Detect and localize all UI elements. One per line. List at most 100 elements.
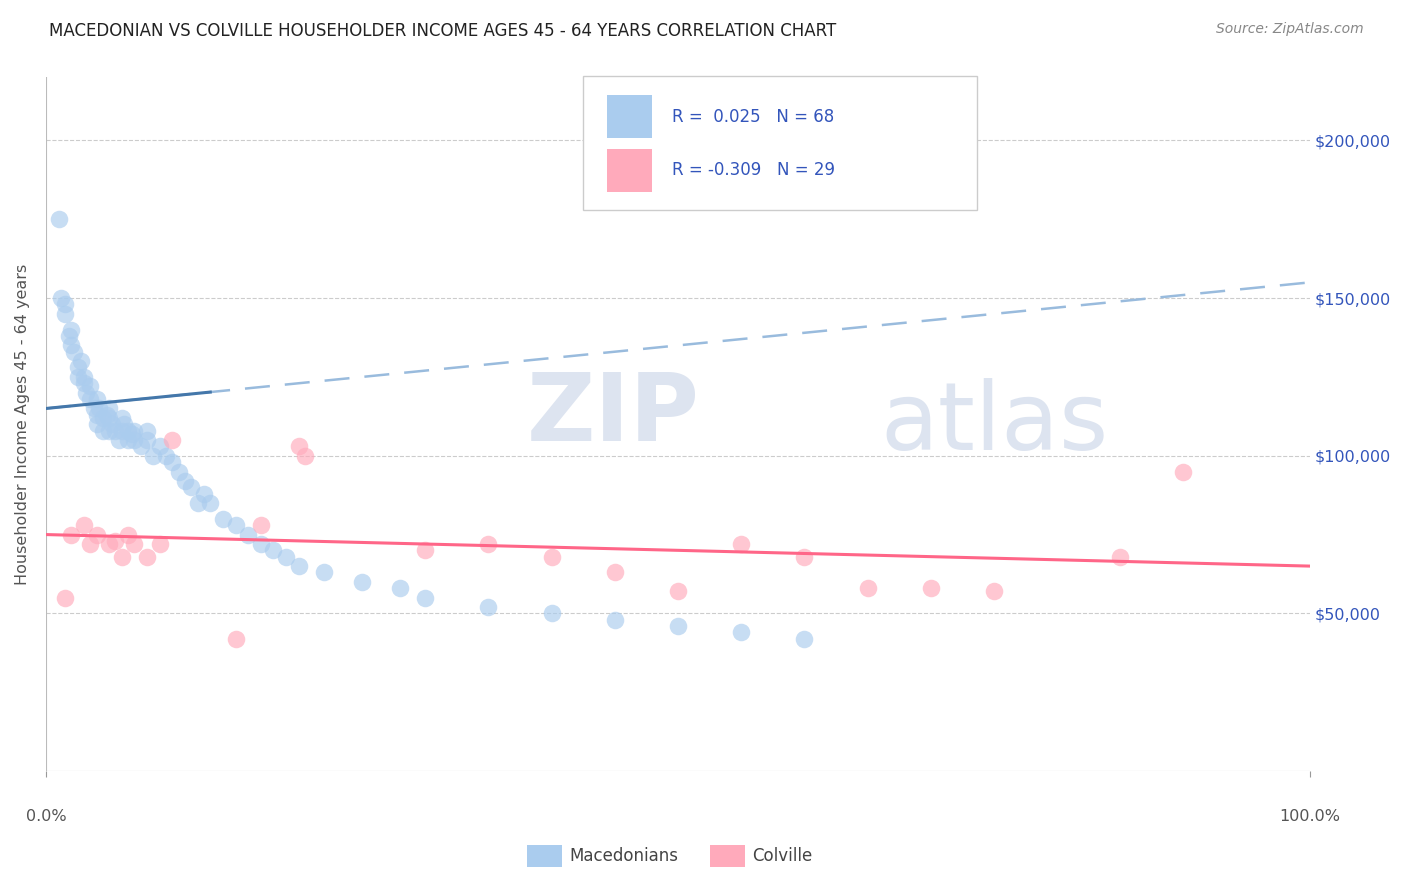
Point [66,360,89,375]
Point [73,370,96,384]
Point [793,632,815,646]
Point [250,518,273,533]
Point [117,424,139,438]
Point [174,474,197,488]
Point [238,527,260,541]
Point [86,417,108,432]
Point [104,424,127,438]
Point [121,426,143,441]
Point [124,433,146,447]
Point [856,581,879,595]
Y-axis label: Householder Income Ages 45 - 64 years: Householder Income Ages 45 - 64 years [15,264,30,585]
Point [73,376,96,391]
Point [294,449,316,463]
Point [983,584,1005,599]
Point [70,354,93,368]
Point [212,512,235,526]
Text: Macedonians: Macedonians [569,847,679,865]
Point [263,543,285,558]
Point [60,527,83,541]
Point [91,424,114,438]
Point [287,439,309,453]
Point [53,591,76,605]
Point [540,549,562,564]
Point [75,385,97,400]
Point [200,496,222,510]
Point [112,417,135,432]
Point [124,424,146,438]
Point [49,291,72,305]
Point [60,338,83,352]
Text: MACEDONIAN VS COLVILLE HOUSEHOLDER INCOME AGES 45 - 64 YEARS CORRELATION CHART: MACEDONIAN VS COLVILLE HOUSEHOLDER INCOM… [49,22,837,40]
Point [312,566,335,580]
Point [117,433,139,447]
Point [477,537,499,551]
Point [48,212,70,227]
Point [250,537,273,551]
Point [62,344,84,359]
Point [1109,549,1132,564]
Point [142,449,165,463]
Point [83,401,105,416]
Text: R = -0.309   N = 29: R = -0.309 N = 29 [672,161,835,179]
Point [540,607,562,621]
Point [149,537,172,551]
Point [53,297,76,311]
Point [180,480,202,494]
Text: atlas: atlas [880,378,1108,470]
Point [86,527,108,541]
Point [98,424,121,438]
Point [117,527,139,541]
Point [100,417,122,432]
Point [129,439,152,453]
Text: ZIP: ZIP [526,368,699,461]
Point [187,496,209,510]
Point [53,307,76,321]
Point [793,549,815,564]
Point [96,408,118,422]
Point [98,401,121,416]
Point [666,619,689,633]
Point [167,465,190,479]
Point [730,625,752,640]
Point [98,537,121,551]
Point [108,433,131,447]
Point [225,632,247,646]
Text: 100.0%: 100.0% [1279,809,1340,824]
Point [73,518,96,533]
Point [603,613,626,627]
Point [193,486,215,500]
Point [111,411,134,425]
Point [730,537,752,551]
Text: R =  0.025   N = 68: R = 0.025 N = 68 [672,108,834,126]
Point [79,392,101,406]
Point [920,581,942,595]
Point [136,549,159,564]
Point [87,401,110,416]
Point [274,549,297,564]
Point [111,424,134,438]
Point [350,574,373,589]
Point [388,581,411,595]
Point [79,379,101,393]
Point [58,329,80,343]
Point [603,566,626,580]
Point [149,439,172,453]
Point [477,600,499,615]
Text: Source: ZipAtlas.com: Source: ZipAtlas.com [1216,22,1364,37]
Point [86,392,108,406]
Point [136,433,159,447]
Point [91,411,114,425]
Point [66,370,89,384]
Point [666,584,689,599]
Point [98,411,121,425]
Point [413,543,436,558]
Point [136,424,159,438]
Point [79,537,101,551]
Point [124,537,146,551]
Point [86,408,108,422]
Point [1173,465,1195,479]
Point [111,549,134,564]
Point [60,323,83,337]
Point [162,455,184,469]
